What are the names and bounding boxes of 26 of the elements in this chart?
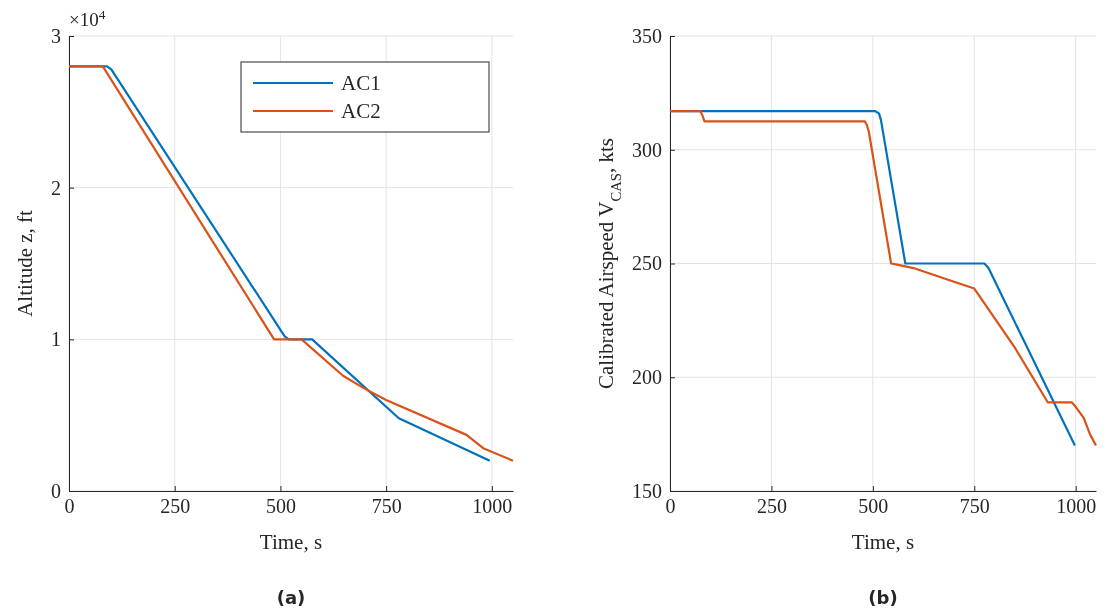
y-tick-label: 1 <box>51 328 61 351</box>
y-tick-label: 3 <box>51 24 61 47</box>
x-axis-title: Time, s <box>259 530 323 554</box>
x-tick-label: 0 <box>665 495 676 518</box>
y-tick-label: 350 <box>632 24 662 47</box>
x-tick-label: 1000 <box>1056 495 1097 518</box>
y-tick-label: 250 <box>632 252 662 275</box>
x-tick-label: 250 <box>756 495 787 518</box>
text: (b) <box>868 587 898 608</box>
y-tick-label: 300 <box>632 138 662 161</box>
text: ×10$^{4}$ <box>69 6 106 30</box>
y-tick-label: 2 <box>51 176 61 199</box>
x-tick-label: 500 <box>858 495 889 518</box>
x-tick-label: 750 <box>959 495 990 518</box>
y-axis-title: Altitude z, ft <box>13 209 37 317</box>
text: (a) <box>276 587 306 608</box>
y-tick-label: 0 <box>51 479 61 502</box>
x-tick-label: 750 <box>371 495 402 518</box>
x-axis-title: Time, s <box>851 530 915 554</box>
x-tick-label: 250 <box>160 495 191 518</box>
y-tick-label: 150 <box>632 479 662 502</box>
legend-label: AC2 <box>341 99 381 123</box>
x-tick-label: 500 <box>265 495 296 518</box>
legend-label: AC1 <box>341 71 381 95</box>
x-tick-label: 1000 <box>472 495 513 518</box>
y-tick-label: 200 <box>632 366 662 389</box>
